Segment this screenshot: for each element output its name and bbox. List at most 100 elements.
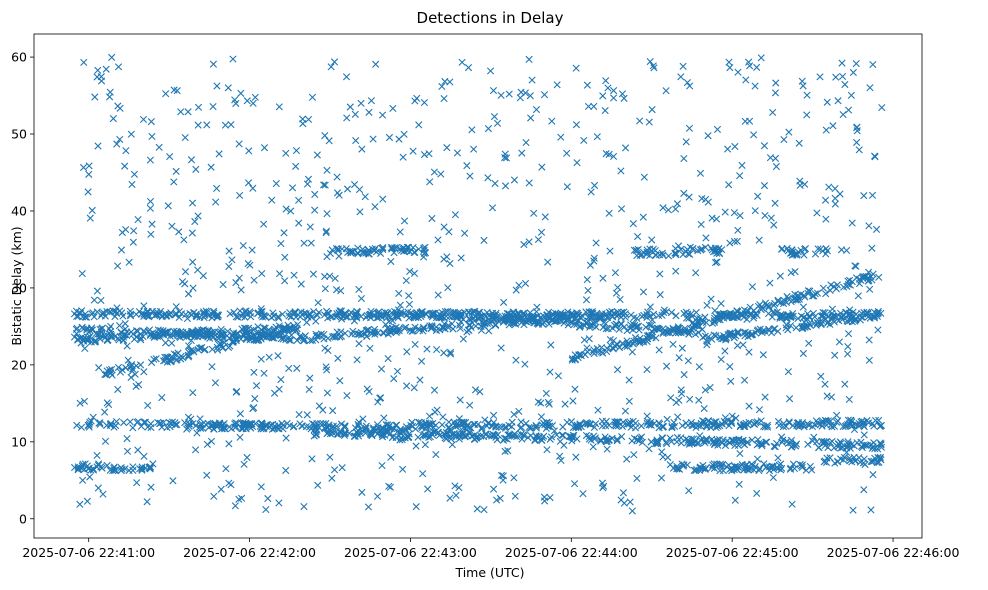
detection-point [371, 203, 379, 211]
detection-point [767, 214, 775, 222]
detection-point [123, 447, 132, 455]
detection-point [362, 422, 370, 430]
detection-point [324, 346, 332, 355]
detection-point [760, 142, 769, 150]
detection-point [107, 419, 115, 428]
detection-point [343, 185, 352, 193]
detection-point [343, 392, 351, 400]
detection-point [194, 103, 203, 111]
detection-point [483, 308, 491, 317]
detection-point [228, 256, 236, 264]
detection-point [574, 317, 583, 325]
detection-point [753, 455, 762, 463]
detection-point [292, 146, 301, 155]
detection-point [129, 365, 137, 373]
detection-point [596, 315, 604, 323]
detection-point [181, 268, 190, 276]
detection-point [448, 312, 457, 321]
detection-point [186, 347, 194, 355]
detection-point [779, 311, 787, 319]
detection-point [704, 132, 712, 140]
detection-point [759, 351, 767, 359]
detection-point [484, 174, 492, 182]
detection-point [77, 339, 85, 347]
detection-point [429, 309, 437, 318]
detection-point [537, 399, 545, 407]
detection-point [845, 441, 853, 449]
detection-point [192, 421, 200, 430]
detection-point [664, 252, 673, 260]
detection-point [146, 465, 154, 473]
detection-point [659, 329, 667, 337]
detection-point [455, 431, 464, 439]
detection-point [313, 151, 321, 159]
detection-point [241, 307, 249, 316]
detection-point [439, 324, 447, 332]
detection-point [653, 436, 661, 444]
detection-point [292, 162, 300, 170]
detection-point [389, 104, 397, 113]
detection-point [774, 327, 782, 335]
detection-point [177, 355, 185, 363]
detection-point [877, 440, 885, 448]
detection-point [337, 287, 345, 295]
detection-point [813, 438, 821, 446]
detection-point [710, 318, 719, 326]
detection-point [643, 337, 651, 346]
detection-point [848, 219, 856, 227]
detection-point [420, 246, 428, 254]
detection-point [826, 320, 834, 329]
detection-point [525, 179, 533, 187]
detection-point [211, 419, 219, 427]
detection-point [692, 269, 700, 277]
detection-point [431, 408, 439, 416]
detection-point [297, 280, 305, 288]
detection-point [409, 327, 417, 335]
detection-point [633, 474, 641, 483]
y-tick-label: 20 [11, 357, 27, 372]
detection-point [299, 120, 307, 128]
detection-point [766, 154, 775, 162]
detection-point [515, 407, 523, 416]
detection-point [114, 385, 122, 394]
detection-point [693, 318, 701, 326]
detection-point [194, 121, 202, 129]
detection-point [405, 292, 413, 300]
detection-point [490, 112, 499, 121]
detection-point [314, 481, 322, 489]
detection-point [739, 341, 747, 349]
detection-point [754, 326, 762, 334]
detection-point [674, 329, 682, 337]
detection-point [208, 345, 216, 353]
detection-point [693, 465, 701, 474]
detection-point [735, 480, 743, 488]
detection-point [232, 419, 240, 427]
detection-point [736, 172, 744, 180]
detection-point [868, 244, 876, 252]
detection-point [350, 317, 359, 325]
detection-point [801, 245, 810, 253]
detection-point [121, 162, 129, 170]
detection-point [419, 470, 427, 478]
detection-point [143, 498, 151, 506]
detection-point [184, 108, 192, 116]
detection-point [156, 332, 164, 341]
detection-point [172, 311, 180, 319]
detection-point [663, 440, 671, 448]
x-tick-label: 2025-07-06 22:46:00 [827, 545, 960, 560]
detection-point [258, 308, 266, 316]
detection-point [295, 219, 303, 227]
detection-point [732, 414, 740, 422]
detection-point [511, 430, 519, 438]
detection-point [282, 149, 290, 157]
detection-point [726, 363, 734, 371]
detection-point [877, 309, 885, 317]
detection-point [114, 363, 123, 372]
detection-point [265, 353, 273, 361]
detection-point [856, 458, 864, 466]
detection-point [456, 324, 464, 333]
detection-point [124, 356, 132, 364]
detection-point [97, 296, 105, 305]
detection-point [850, 425, 859, 434]
detection-point [541, 213, 549, 221]
